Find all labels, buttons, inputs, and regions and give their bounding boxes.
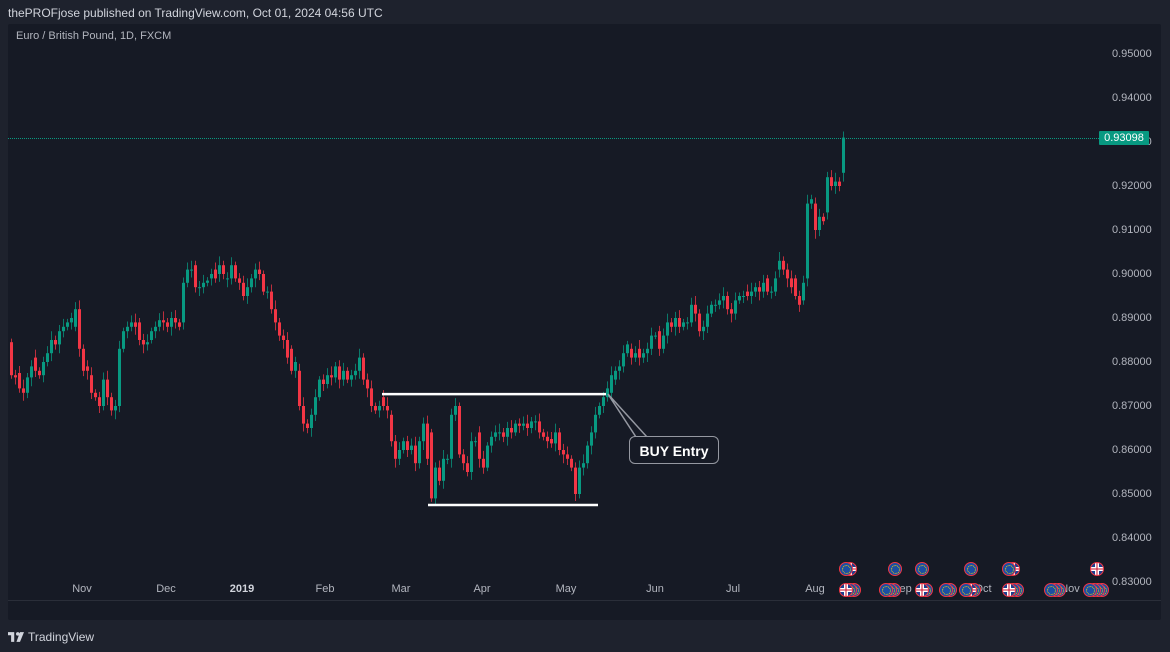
tradingview-logo-icon bbox=[8, 632, 24, 642]
footer: TradingView bbox=[8, 628, 94, 646]
price-tick: 0.88000 bbox=[1112, 356, 1152, 368]
current-price-label: 0.93098 bbox=[1099, 130, 1149, 145]
price-tick: 0.92000 bbox=[1112, 180, 1152, 192]
uk-flag-event-icon[interactable] bbox=[1090, 562, 1104, 576]
eu-flag-event-icon[interactable] bbox=[839, 562, 853, 576]
uk-flag-event-icon[interactable] bbox=[915, 583, 929, 597]
eu-flag-event-icon[interactable] bbox=[1002, 562, 1016, 576]
price-tick: 0.90000 bbox=[1112, 268, 1152, 280]
current-price-line bbox=[8, 137, 1105, 139]
eu-flag-event-icon[interactable] bbox=[915, 562, 929, 576]
price-tick: 0.87000 bbox=[1112, 400, 1152, 412]
time-tick: Mar bbox=[391, 583, 411, 595]
price-tick: 0.83000 bbox=[1112, 576, 1152, 588]
eu-flag-event-icon[interactable] bbox=[1044, 583, 1058, 597]
tradingview-brand: TradingView bbox=[28, 630, 95, 644]
uk-flag-event-icon[interactable] bbox=[1002, 583, 1016, 597]
eu-flag-event-icon[interactable] bbox=[1083, 583, 1097, 597]
symbol-title: Euro / British Pound, 1D, FXCM bbox=[16, 30, 172, 42]
time-tick: Jun bbox=[646, 583, 664, 595]
time-tick: Jul bbox=[725, 583, 741, 595]
time-tick: Feb bbox=[315, 583, 335, 595]
uk-flag-event-icon[interactable] bbox=[839, 583, 853, 597]
eu-flag-event-icon[interactable] bbox=[939, 583, 953, 597]
eu-flag-event-icon[interactable] bbox=[959, 583, 973, 597]
time-tick: Nov bbox=[72, 583, 92, 595]
candlestick-plot[interactable] bbox=[8, 24, 1161, 620]
price-tick: 0.91000 bbox=[1112, 224, 1152, 236]
price-tick: 0.85000 bbox=[1112, 488, 1152, 500]
publish-info: thePROFjose published on TradingView.com… bbox=[8, 6, 383, 20]
eu-flag-event-icon[interactable] bbox=[879, 583, 893, 597]
price-tick: 0.95000 bbox=[1112, 48, 1152, 60]
chart-pane[interactable]: Euro / British Pound, 1D, FXCM BUY Entry… bbox=[8, 24, 1161, 620]
buy-entry-callout[interactable]: BUY Entry bbox=[629, 436, 719, 464]
time-scale-divider bbox=[8, 600, 1161, 601]
time-tick: May bbox=[555, 583, 577, 595]
eu-flag-event-icon[interactable] bbox=[964, 562, 978, 576]
time-tick: 2019 bbox=[229, 583, 255, 595]
time-tick: Aug bbox=[805, 583, 825, 595]
price-tick: 0.94000 bbox=[1112, 92, 1152, 104]
price-tick: 0.84000 bbox=[1112, 532, 1152, 544]
price-tick: 0.89000 bbox=[1112, 312, 1152, 324]
eu-flag-event-icon[interactable] bbox=[888, 562, 902, 576]
price-tick: 0.86000 bbox=[1112, 444, 1152, 456]
time-tick: Apr bbox=[473, 583, 491, 595]
time-tick: Dec bbox=[156, 583, 176, 595]
